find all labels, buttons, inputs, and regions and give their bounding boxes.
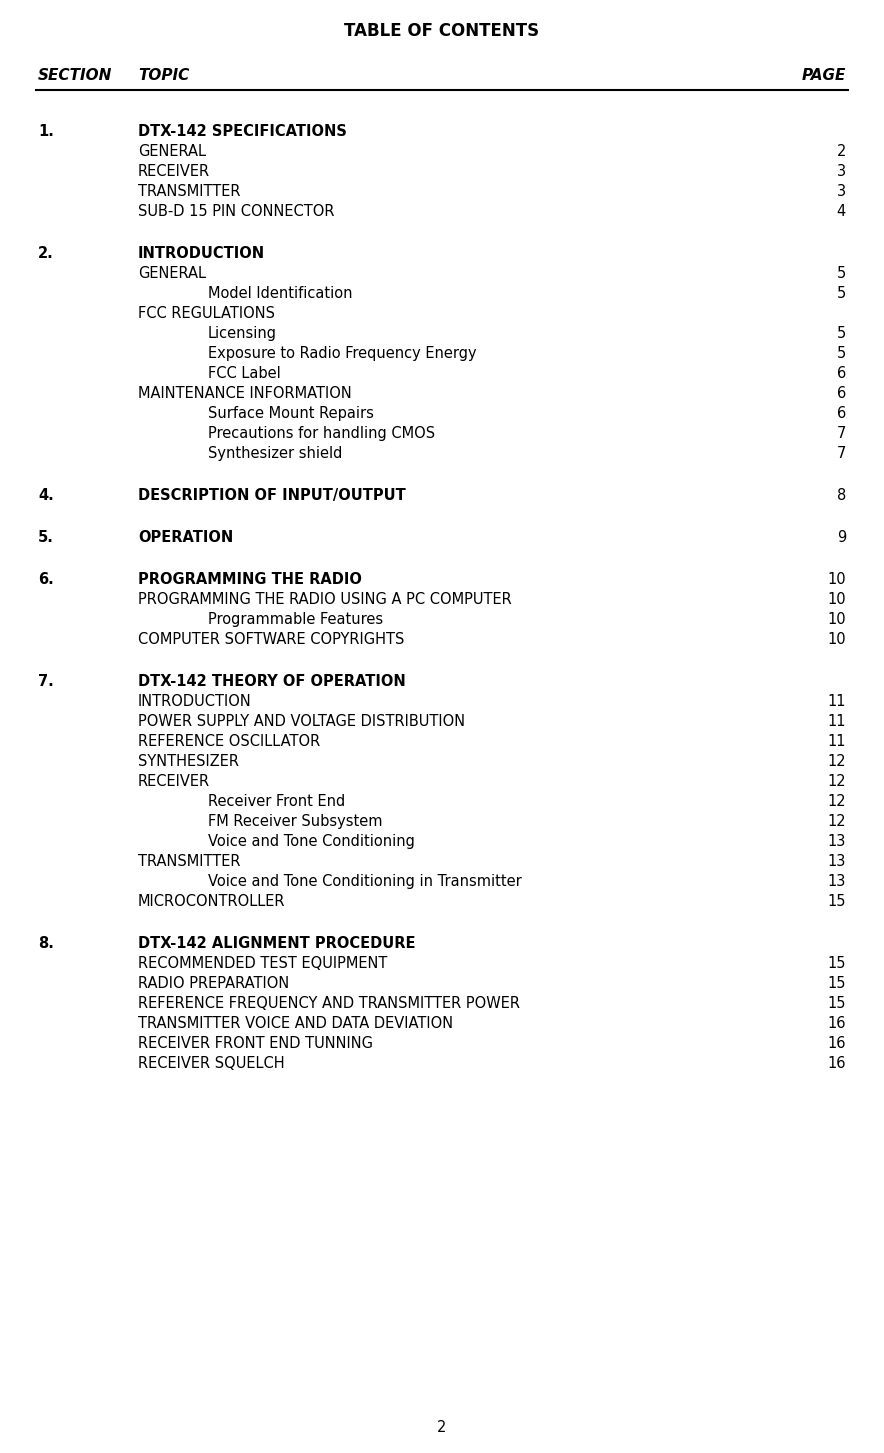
Text: PAGE: PAGE xyxy=(802,68,846,83)
Text: SYNTHESIZER: SYNTHESIZER xyxy=(138,754,239,769)
Text: 8.: 8. xyxy=(38,936,54,952)
Text: 12: 12 xyxy=(827,793,846,809)
Text: REFERENCE OSCILLATOR: REFERENCE OSCILLATOR xyxy=(138,734,320,748)
Text: 8: 8 xyxy=(837,488,846,503)
Text: 6: 6 xyxy=(837,405,846,421)
Text: INTRODUCTION: INTRODUCTION xyxy=(138,695,252,709)
Text: SUB-D 15 PIN CONNECTOR: SUB-D 15 PIN CONNECTOR xyxy=(138,203,334,219)
Text: 7.: 7. xyxy=(38,674,54,689)
Text: MICROCONTROLLER: MICROCONTROLLER xyxy=(138,894,286,910)
Text: 16: 16 xyxy=(827,1016,846,1032)
Text: REFERENCE FREQUENCY AND TRANSMITTER POWER: REFERENCE FREQUENCY AND TRANSMITTER POWE… xyxy=(138,995,520,1011)
Text: 2.: 2. xyxy=(38,246,54,262)
Text: 5.: 5. xyxy=(38,530,54,545)
Text: POWER SUPPLY AND VOLTAGE DISTRIBUTION: POWER SUPPLY AND VOLTAGE DISTRIBUTION xyxy=(138,713,465,729)
Text: Receiver Front End: Receiver Front End xyxy=(208,793,346,809)
Text: Synthesizer shield: Synthesizer shield xyxy=(208,446,342,461)
Text: FCC REGULATIONS: FCC REGULATIONS xyxy=(138,307,275,321)
Text: TOPIC: TOPIC xyxy=(138,68,189,83)
Text: FM Receiver Subsystem: FM Receiver Subsystem xyxy=(208,814,383,830)
Text: Programmable Features: Programmable Features xyxy=(208,612,383,628)
Text: 2: 2 xyxy=(836,144,846,158)
Text: 10: 10 xyxy=(827,591,846,607)
Text: GENERAL: GENERAL xyxy=(138,144,206,158)
Text: 12: 12 xyxy=(827,754,846,769)
Text: RECOMMENDED TEST EQUIPMENT: RECOMMENDED TEST EQUIPMENT xyxy=(138,956,387,971)
Text: Precautions for handling CMOS: Precautions for handling CMOS xyxy=(208,426,435,442)
Text: 15: 15 xyxy=(827,976,846,991)
Text: 6: 6 xyxy=(837,366,846,381)
Text: DTX-142 ALIGNMENT PROCEDURE: DTX-142 ALIGNMENT PROCEDURE xyxy=(138,936,415,952)
Text: 5: 5 xyxy=(837,266,846,280)
Text: Surface Mount Repairs: Surface Mount Repairs xyxy=(208,405,374,421)
Text: 11: 11 xyxy=(827,734,846,748)
Text: SECTION: SECTION xyxy=(38,68,112,83)
Text: 10: 10 xyxy=(827,632,846,647)
Text: DESCRIPTION OF INPUT/OUTPUT: DESCRIPTION OF INPUT/OUTPUT xyxy=(138,488,406,503)
Text: 16: 16 xyxy=(827,1036,846,1051)
Text: FCC Label: FCC Label xyxy=(208,366,281,381)
Text: RECEIVER FRONT END TUNNING: RECEIVER FRONT END TUNNING xyxy=(138,1036,373,1051)
Text: 3: 3 xyxy=(837,185,846,199)
Text: 16: 16 xyxy=(827,1056,846,1071)
Text: MAINTENANCE INFORMATION: MAINTENANCE INFORMATION xyxy=(138,386,352,401)
Text: 3: 3 xyxy=(837,164,846,179)
Text: Licensing: Licensing xyxy=(208,325,277,341)
Text: 13: 13 xyxy=(827,875,846,889)
Text: Voice and Tone Conditioning: Voice and Tone Conditioning xyxy=(208,834,415,849)
Text: Model Identification: Model Identification xyxy=(208,286,353,301)
Text: TABLE OF CONTENTS: TABLE OF CONTENTS xyxy=(345,22,539,41)
Text: RECEIVER: RECEIVER xyxy=(138,774,210,789)
Text: Voice and Tone Conditioning in Transmitter: Voice and Tone Conditioning in Transmitt… xyxy=(208,875,522,889)
Text: RECEIVER SQUELCH: RECEIVER SQUELCH xyxy=(138,1056,285,1071)
Text: OPERATION: OPERATION xyxy=(138,530,233,545)
Text: 11: 11 xyxy=(827,695,846,709)
Text: TRANSMITTER VOICE AND DATA DEVIATION: TRANSMITTER VOICE AND DATA DEVIATION xyxy=(138,1016,453,1032)
Text: 7: 7 xyxy=(836,446,846,461)
Text: 5: 5 xyxy=(837,325,846,341)
Text: 15: 15 xyxy=(827,956,846,971)
Text: 15: 15 xyxy=(827,894,846,910)
Text: 4.: 4. xyxy=(38,488,54,503)
Text: Exposure to Radio Frequency Energy: Exposure to Radio Frequency Energy xyxy=(208,346,476,360)
Text: DTX-142 SPECIFICATIONS: DTX-142 SPECIFICATIONS xyxy=(138,124,347,139)
Text: 5: 5 xyxy=(837,286,846,301)
Text: RECEIVER: RECEIVER xyxy=(138,164,210,179)
Text: 10: 10 xyxy=(827,572,846,587)
Text: 15: 15 xyxy=(827,995,846,1011)
Text: 13: 13 xyxy=(827,854,846,869)
Text: 2: 2 xyxy=(438,1420,446,1436)
Text: 11: 11 xyxy=(827,713,846,729)
Text: 1.: 1. xyxy=(38,124,54,139)
Text: PROGRAMMING THE RADIO USING A PC COMPUTER: PROGRAMMING THE RADIO USING A PC COMPUTE… xyxy=(138,591,512,607)
Text: DTX-142 THEORY OF OPERATION: DTX-142 THEORY OF OPERATION xyxy=(138,674,406,689)
Text: TRANSMITTER: TRANSMITTER xyxy=(138,854,240,869)
Text: 9: 9 xyxy=(837,530,846,545)
Text: TRANSMITTER: TRANSMITTER xyxy=(138,185,240,199)
Text: 6: 6 xyxy=(837,386,846,401)
Text: 12: 12 xyxy=(827,774,846,789)
Text: 5: 5 xyxy=(837,346,846,360)
Text: COMPUTER SOFTWARE COPYRIGHTS: COMPUTER SOFTWARE COPYRIGHTS xyxy=(138,632,404,647)
Text: 7: 7 xyxy=(836,426,846,442)
Text: 10: 10 xyxy=(827,612,846,628)
Text: GENERAL: GENERAL xyxy=(138,266,206,280)
Text: PROGRAMMING THE RADIO: PROGRAMMING THE RADIO xyxy=(138,572,362,587)
Text: 13: 13 xyxy=(827,834,846,849)
Text: 12: 12 xyxy=(827,814,846,830)
Text: 6.: 6. xyxy=(38,572,54,587)
Text: INTRODUCTION: INTRODUCTION xyxy=(138,246,265,262)
Text: RADIO PREPARATION: RADIO PREPARATION xyxy=(138,976,289,991)
Text: 4: 4 xyxy=(837,203,846,219)
